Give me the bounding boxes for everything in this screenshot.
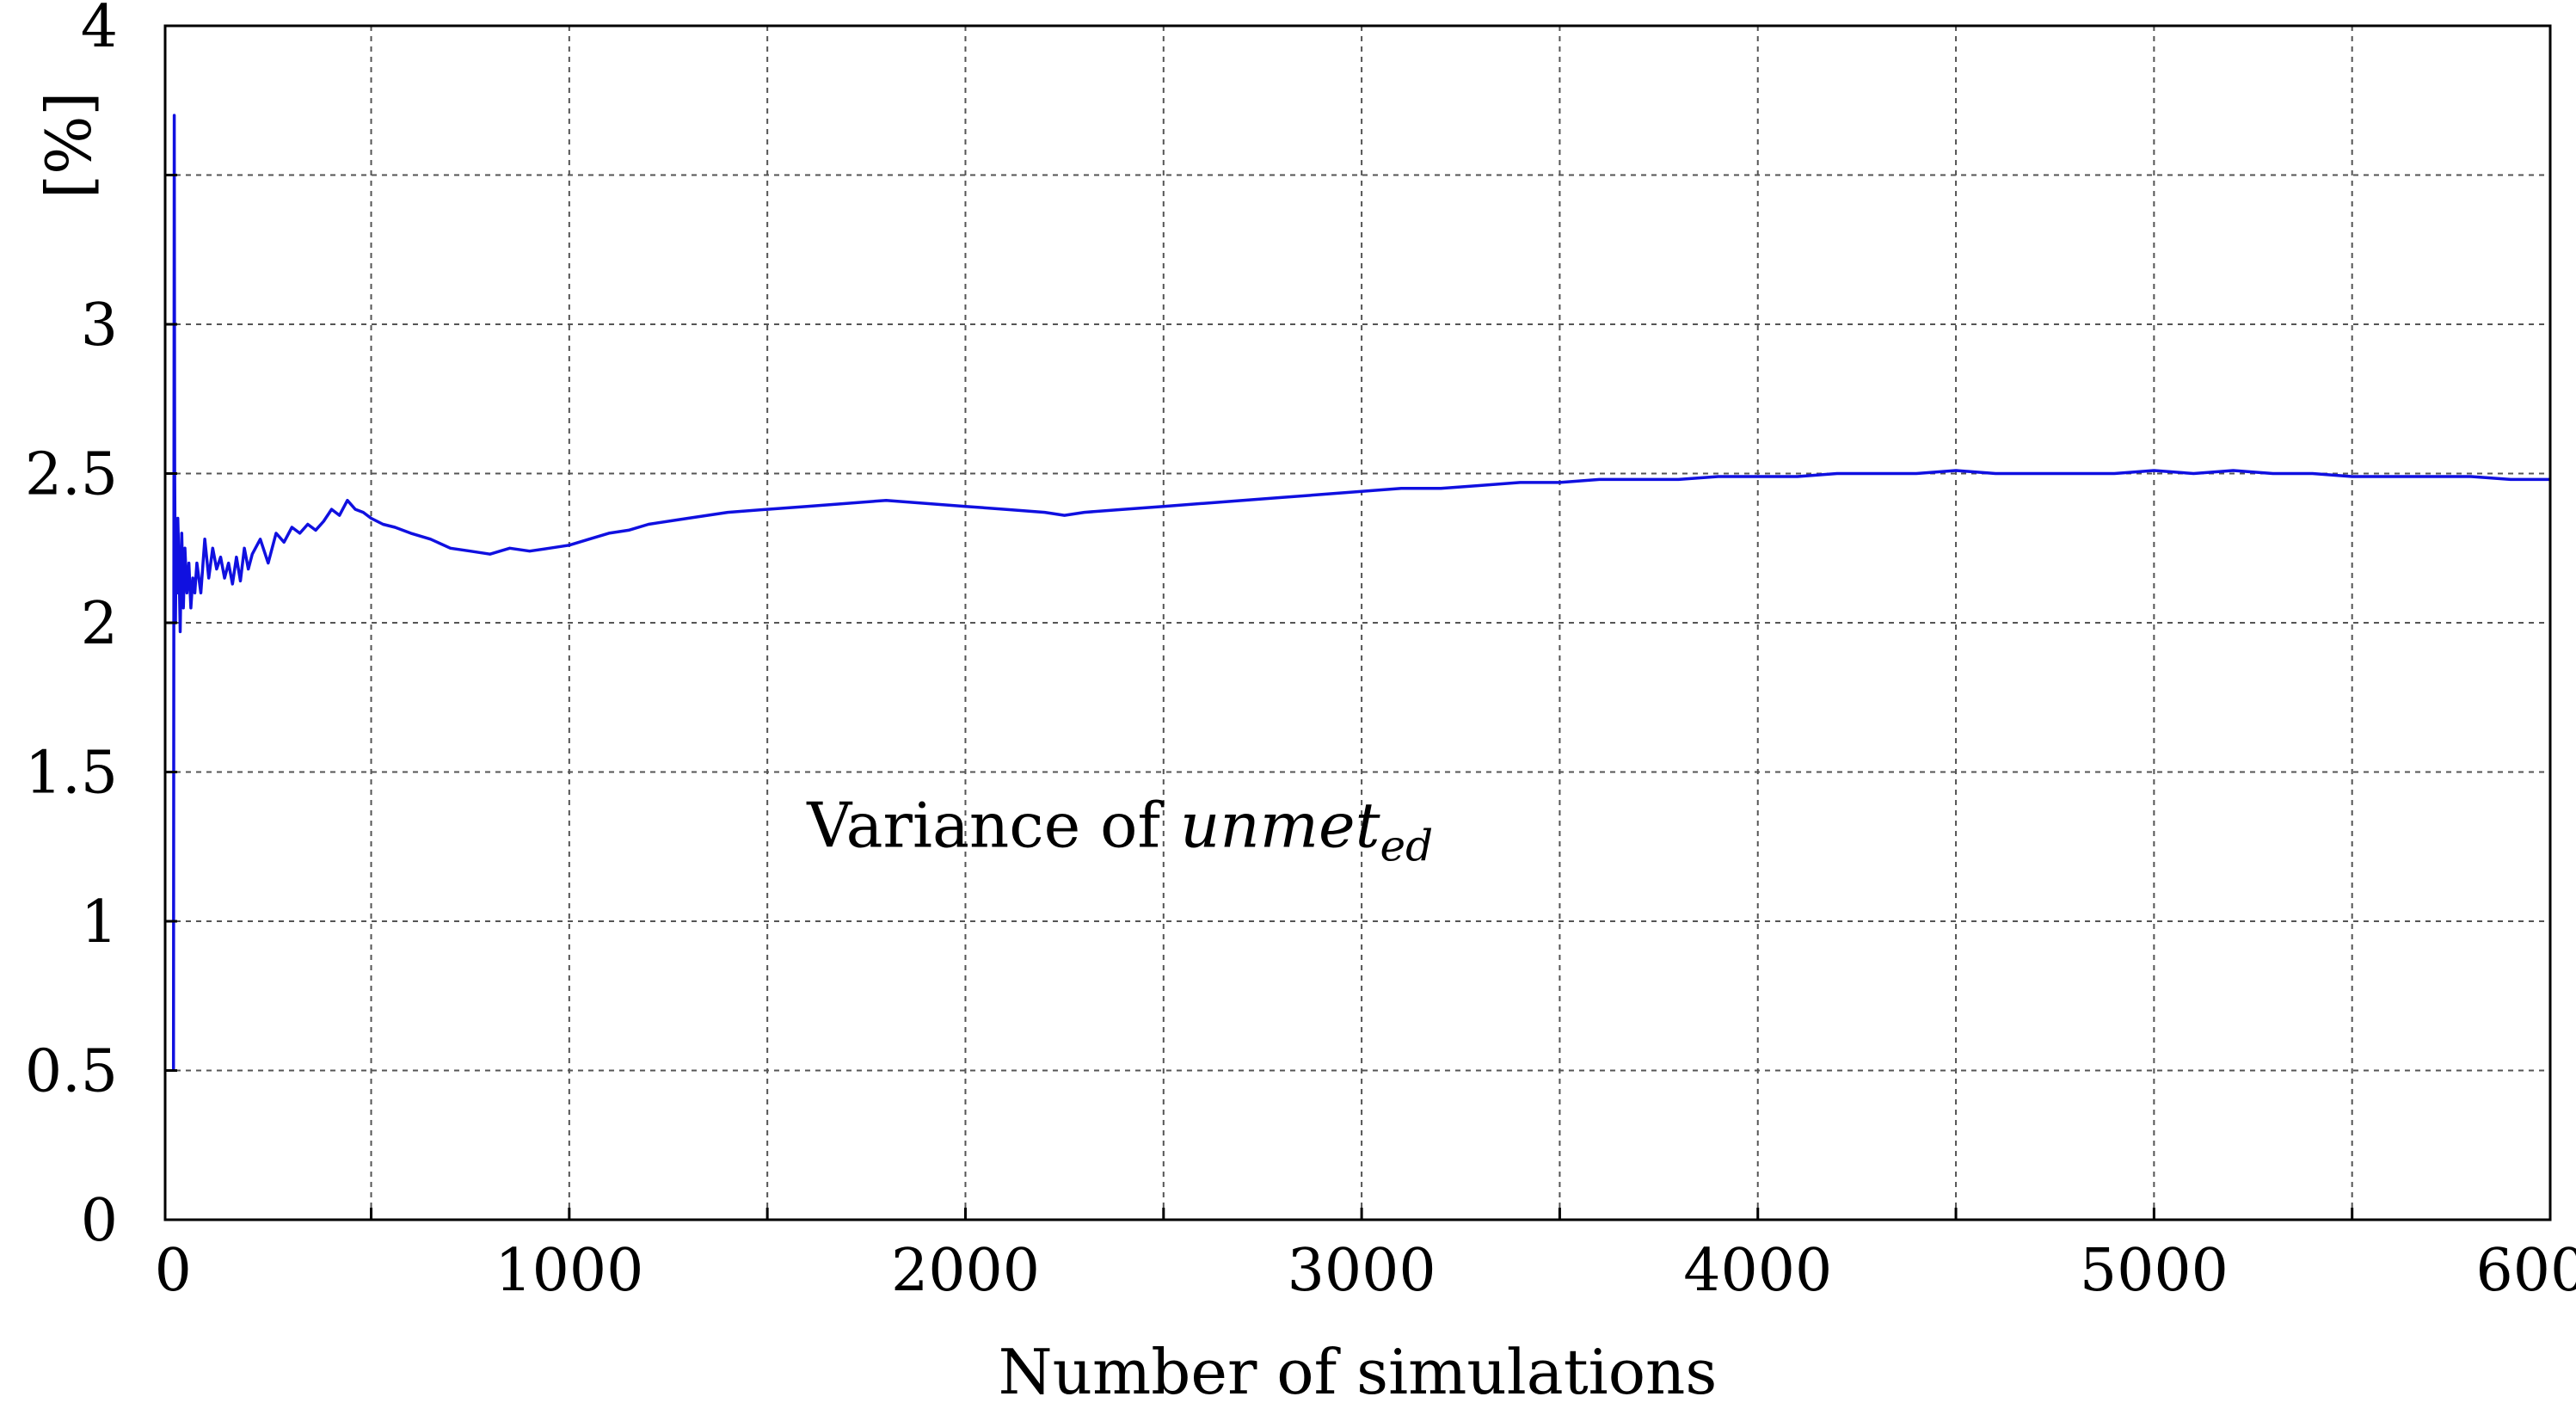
x-tick-label: 4000 bbox=[1683, 1237, 1832, 1305]
y-tick-label: 0.5 bbox=[25, 1038, 118, 1106]
y-tick-label: 2 bbox=[81, 590, 118, 658]
annotation-math-main: unmet bbox=[1180, 789, 1381, 861]
x-tick-label: 3000 bbox=[1288, 1237, 1436, 1305]
x-tick-label: 0 bbox=[155, 1237, 192, 1305]
x-tick-label: 1000 bbox=[495, 1237, 643, 1305]
y-tick-label: 4 bbox=[81, 0, 118, 61]
annotation-math-sub: ed bbox=[1380, 821, 1434, 871]
x-tick-label: 2000 bbox=[891, 1237, 1040, 1305]
x-tick-label: 5000 bbox=[2080, 1237, 2229, 1305]
y-tick-label: 1 bbox=[81, 889, 118, 957]
y-tick-label: 2.5 bbox=[25, 441, 118, 509]
y-tick-label: 1.5 bbox=[25, 740, 118, 808]
chart-annotation: Variance of unmeted bbox=[806, 789, 1433, 871]
y-tick-label: 3 bbox=[81, 292, 118, 360]
x-axis-label: Number of simulations bbox=[999, 1336, 1718, 1408]
y-tick-label: 0 bbox=[81, 1187, 118, 1255]
series-line bbox=[171, 114, 2550, 1071]
grid bbox=[165, 26, 2550, 1220]
annotation-text: Variance of bbox=[806, 789, 1180, 861]
y-axis-label: [%] bbox=[33, 92, 105, 200]
series-layer bbox=[171, 114, 2550, 1071]
